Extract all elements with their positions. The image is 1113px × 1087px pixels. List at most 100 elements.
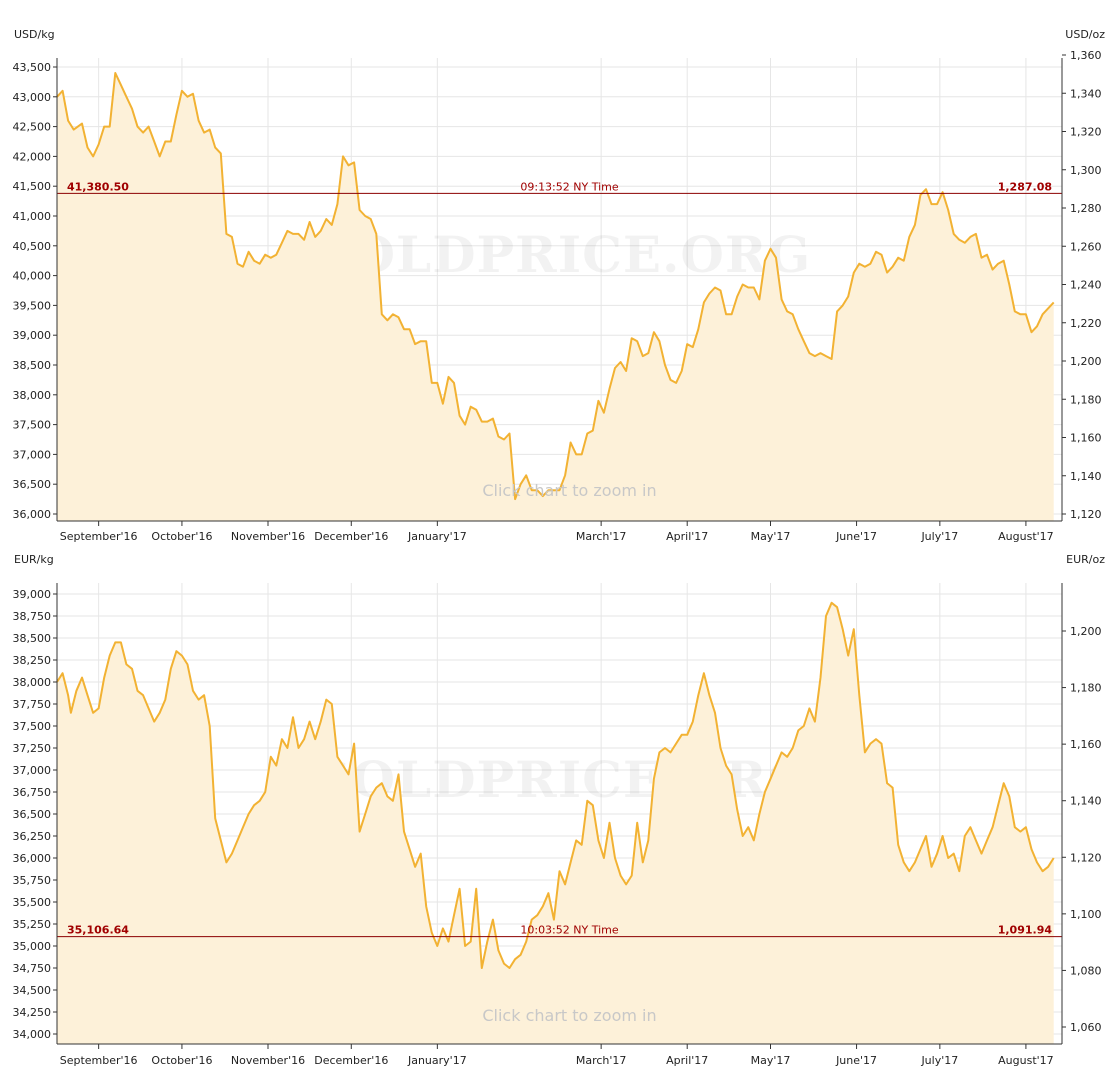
left-tick-label: 40,500 [13,240,52,253]
left-tick-label: 35,500 [13,896,52,909]
left-tick-label: 38,000 [13,389,52,402]
zoom-hint: Click chart to zoom in [482,481,656,500]
right-tick-label: 1,240 [1070,279,1102,292]
left-unit-label: EUR/kg [14,553,54,566]
x-tick-label: November'16 [231,530,305,543]
right-tick-label: 1,180 [1070,393,1102,406]
left-tick-label: 39,000 [13,329,52,342]
left-unit-label: USD/kg [14,28,55,41]
current-price-left-label: 41,380.50 [67,180,129,193]
x-tick-label: June'17 [835,530,877,543]
right-tick-label: 1,360 [1070,49,1102,62]
x-tick-label: March'17 [576,530,627,543]
price-line[interactable] [56,72,1055,501]
right-tick-label: 1,220 [1070,317,1102,330]
right-tick-label: 1,180 [1070,682,1102,695]
left-tick-label: 43,000 [13,91,52,104]
left-tick-label: 42,000 [13,150,52,163]
current-price-left-label: 35,106.64 [67,924,129,937]
current-price-time: 09:13:52 NY Time [520,180,618,193]
x-tick-label: November'16 [231,1054,305,1067]
left-tick-label: 36,750 [13,786,52,799]
right-tick-label: 1,160 [1070,738,1102,751]
x-tick-label: September'16 [60,530,138,543]
left-tick-label: 42,500 [13,121,52,134]
left-tick-label: 40,000 [13,270,52,283]
right-tick-label: 1,080 [1070,964,1102,977]
price-line[interactable] [56,601,1055,969]
x-tick-label: April'17 [666,530,708,543]
x-tick-label: December'16 [314,1054,388,1067]
left-tick-label: 34,000 [13,1028,52,1041]
x-tick-label: January'17 [407,1054,467,1067]
zoom-hint: Click chart to zoom in [482,1006,656,1025]
watermark: GOLDPRICE.ORG [308,225,811,284]
right-tick-label: 1,160 [1070,432,1102,445]
left-tick-label: 36,500 [13,478,52,491]
left-tick-label: 43,500 [13,61,52,74]
x-tick-label: September'16 [60,1054,138,1067]
left-tick-label: 36,500 [13,808,52,821]
left-tick-label: 35,000 [13,940,52,953]
x-tick-label: July'17 [920,530,958,543]
right-tick-label: 1,280 [1070,202,1102,215]
x-tick-label: August'17 [998,530,1054,543]
left-tick-label: 38,750 [13,610,52,623]
right-tick-label: 1,140 [1070,470,1102,483]
x-tick-label: May'17 [751,1054,791,1067]
x-tick-label: April'17 [666,1054,708,1067]
left-tick-label: 37,750 [13,698,52,711]
left-tick-label: 36,000 [13,852,52,865]
left-tick-label: 41,500 [13,180,52,193]
right-unit-label: EUR/oz [1066,553,1105,566]
x-tick-label: March'17 [576,1054,627,1067]
left-tick-label: 34,500 [13,984,52,997]
x-tick-label: August'17 [998,1054,1054,1067]
right-unit-label: USD/oz [1065,28,1105,41]
left-tick-label: 35,750 [13,874,52,887]
right-tick-label: 1,120 [1070,851,1102,864]
current-price-right-label: 1,287.08 [998,180,1052,193]
right-tick-label: 1,140 [1070,795,1102,808]
x-tick-label: May'17 [751,530,791,543]
price-area [57,602,1054,1044]
left-tick-label: 41,000 [13,210,52,223]
right-tick-label: 1,200 [1070,625,1102,638]
left-tick-label: 38,500 [13,359,52,372]
left-tick-label: 37,500 [13,720,52,733]
left-tick-label: 37,000 [13,764,52,777]
left-tick-label: 37,500 [13,419,52,432]
right-tick-label: 1,200 [1070,355,1102,368]
chart-panel-2[interactable]: 34,000 34,250 34,500 34,750 35,000 35,250 35,5… [13,553,1106,1067]
x-tick-label: October'16 [151,530,212,543]
left-tick-label: 39,500 [13,299,52,312]
left-tick-label: 35,250 [13,918,52,931]
x-tick-label: January'17 [407,530,467,543]
right-tick-label: 1,340 [1070,87,1102,100]
left-tick-label: 38,000 [13,676,52,689]
price-area [57,73,1054,521]
left-tick-label: 34,250 [13,1006,52,1019]
chart-panel-1[interactable]: 36,000 36,500 37,000 37,500 38,000 38,500 39,0… [13,28,1106,543]
x-tick-label: October'16 [151,1054,212,1067]
current-price-time: 10:03:52 NY Time [520,924,618,937]
right-tick-label: 1,120 [1070,508,1102,521]
current-price-right-label: 1,091.94 [998,924,1053,937]
x-tick-label: December'16 [314,530,388,543]
right-tick-label: 1,060 [1070,1021,1102,1034]
left-tick-label: 36,000 [13,508,52,521]
left-tick-label: 34,750 [13,962,52,975]
x-tick-label: July'17 [920,1054,958,1067]
left-tick-label: 39,000 [13,588,52,601]
left-tick-label: 36,250 [13,830,52,843]
right-tick-label: 1,320 [1070,126,1102,139]
left-tick-label: 37,000 [13,448,52,461]
right-tick-label: 1,260 [1070,240,1102,253]
left-tick-label: 37,250 [13,742,52,755]
right-tick-label: 1,300 [1070,164,1102,177]
left-tick-label: 38,250 [13,654,52,667]
right-tick-label: 1,100 [1070,908,1102,921]
left-tick-label: 38,500 [13,632,52,645]
x-tick-label: June'17 [835,1054,877,1067]
